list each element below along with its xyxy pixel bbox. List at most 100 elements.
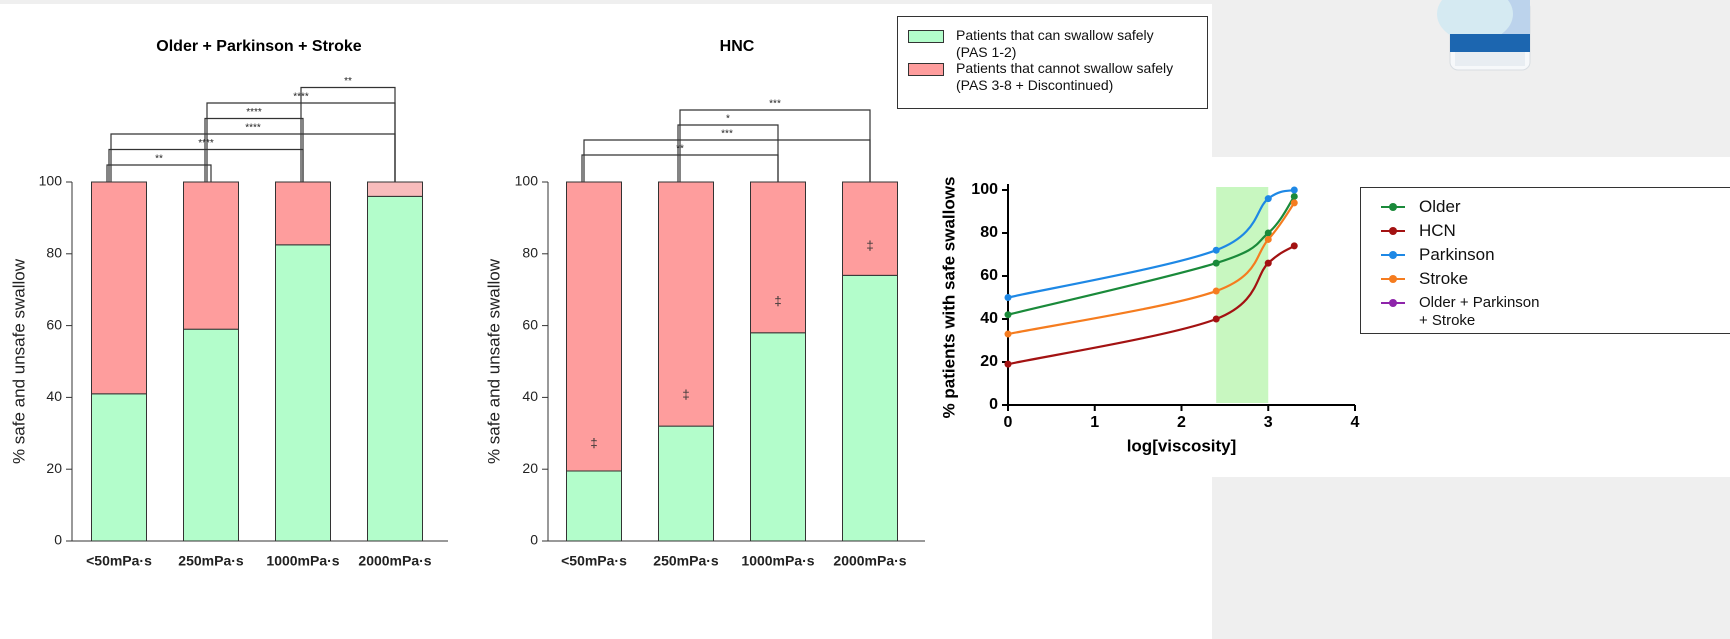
significance-label: ****: [245, 123, 261, 134]
data-point: [1212, 246, 1220, 254]
legend-swatch: [1381, 299, 1405, 307]
highlight-band: [1216, 187, 1269, 403]
significance-bracket: [679, 109, 871, 182]
significance-marker: ‡: [774, 294, 781, 309]
x-tick-label: 250mPa·s: [178, 553, 244, 569]
bar-segment: [842, 274, 898, 542]
legend-swatch: [1381, 251, 1405, 259]
legend-label: Older: [1419, 197, 1461, 216]
y-tick-label: 60: [46, 316, 62, 332]
y-tick-label: 40: [980, 310, 998, 327]
significance-bracket: [108, 148, 304, 182]
y-axis-label: % safe and unsafe swallow: [484, 258, 503, 464]
legend-dot: [1389, 227, 1397, 235]
legend-swatch: [908, 30, 944, 43]
y-tick-label: 40: [46, 388, 62, 404]
legend-item: Patients that can swallow safely (PAS 1-…: [908, 27, 1154, 61]
data-point: [1004, 294, 1012, 301]
y-tick-label: 20: [980, 353, 998, 370]
bar-segment: [275, 244, 331, 542]
data-point: [1264, 235, 1272, 243]
significance-label: *: [726, 114, 730, 125]
bar-segment: [750, 181, 806, 334]
background-panel: [1212, 477, 1730, 639]
legend-dot: [1389, 203, 1397, 211]
legend-dot: [1389, 275, 1397, 283]
significance-label: ****: [246, 107, 262, 118]
y-tick-label: 40: [522, 388, 538, 404]
legend-label: Patients that cannot swallow safely (PAS…: [956, 60, 1174, 93]
legend-label: Patients that can swallow safely (PAS 1-…: [956, 27, 1154, 60]
significance-label: ****: [198, 138, 214, 149]
significance-bracket: [106, 164, 212, 182]
data-point: [1290, 199, 1298, 207]
y-tick-label: 100: [515, 173, 539, 189]
legend-dot: [1389, 299, 1397, 307]
legend-item: HCN: [1381, 222, 1456, 240]
x-tick-label: 4: [1351, 414, 1360, 431]
series-line: [1007, 244, 1295, 366]
significance-label: **: [155, 154, 163, 165]
legend-label: Parkinson: [1419, 245, 1495, 264]
legend-label: Older + Parkinson + Stroke: [1419, 294, 1540, 329]
legend-item: Parkinson: [1381, 246, 1495, 264]
legend-label: Stroke: [1419, 269, 1469, 288]
bar-segment: [750, 332, 806, 542]
bar-segment: [367, 195, 423, 542]
legend: Older HCN Parkinson Stroke Older + Parkinson…: [1360, 187, 1730, 334]
data-point: [1264, 259, 1272, 267]
data-point: [1264, 229, 1272, 237]
significance-bracket: [583, 139, 871, 182]
legend-swatch: [908, 63, 944, 76]
x-tick-label: 2000mPa·s: [358, 553, 431, 569]
legend-label: HCN: [1419, 221, 1456, 240]
bar-segment: [566, 470, 622, 542]
legend-swatch: [1381, 275, 1405, 283]
significance-marker: ‡: [682, 387, 689, 402]
data-point: [1004, 330, 1012, 338]
legend-swatch: [1381, 227, 1405, 235]
y-tick-label: 60: [522, 316, 538, 332]
chart-title: Older + Parkinson + Stroke: [156, 38, 362, 55]
bar-segment: [842, 181, 898, 276]
y-tick-label: 80: [980, 224, 998, 241]
legend-item: Stroke: [1381, 270, 1468, 288]
x-tick-label: 2000mPa·s: [833, 553, 906, 569]
bar-segment: [658, 425, 714, 542]
background-strip: [0, 0, 1730, 4]
bar-segment: [91, 393, 147, 542]
y-tick-label: 60: [980, 267, 998, 284]
y-tick-label: 0: [530, 532, 538, 548]
data-point: [1212, 259, 1220, 267]
bar-segment: [566, 181, 622, 472]
x-tick-label: 0: [1004, 414, 1013, 431]
significance-bracket: [300, 86, 396, 182]
legend-item: Older + Parkinson + Stroke: [1381, 294, 1539, 330]
x-tick-label: 1000mPa·s: [741, 553, 814, 569]
legend-item: Older: [1381, 198, 1461, 216]
chart-title: HNC: [720, 38, 755, 55]
bar-segment: [658, 181, 714, 427]
bar-segment: [367, 181, 423, 197]
bar-segment: [275, 181, 331, 246]
data-point: [1212, 315, 1220, 323]
data-point: [1290, 192, 1298, 200]
significance-bracket: [677, 124, 779, 182]
legend: Patients that can swallow safely (PAS 1-…: [897, 16, 1208, 109]
significance-label: ***: [769, 99, 781, 110]
x-tick-label: <50mPa·s: [86, 553, 152, 569]
y-tick-label: 100: [971, 181, 998, 198]
significance-label: ***: [721, 129, 733, 140]
series-line: [1007, 195, 1296, 316]
legend-swatch: [1381, 203, 1405, 211]
product-image: [1437, 0, 1531, 71]
significance-bracket: [204, 117, 304, 182]
data-point: [1004, 360, 1012, 368]
data-point: [1290, 242, 1298, 250]
legend-dot: [1389, 251, 1397, 259]
x-tick-label: 2: [1177, 414, 1186, 431]
x-tick-label: 1: [1090, 414, 1099, 431]
x-tick-label: 1000mPa·s: [266, 553, 339, 569]
y-tick-label: 80: [46, 245, 62, 261]
